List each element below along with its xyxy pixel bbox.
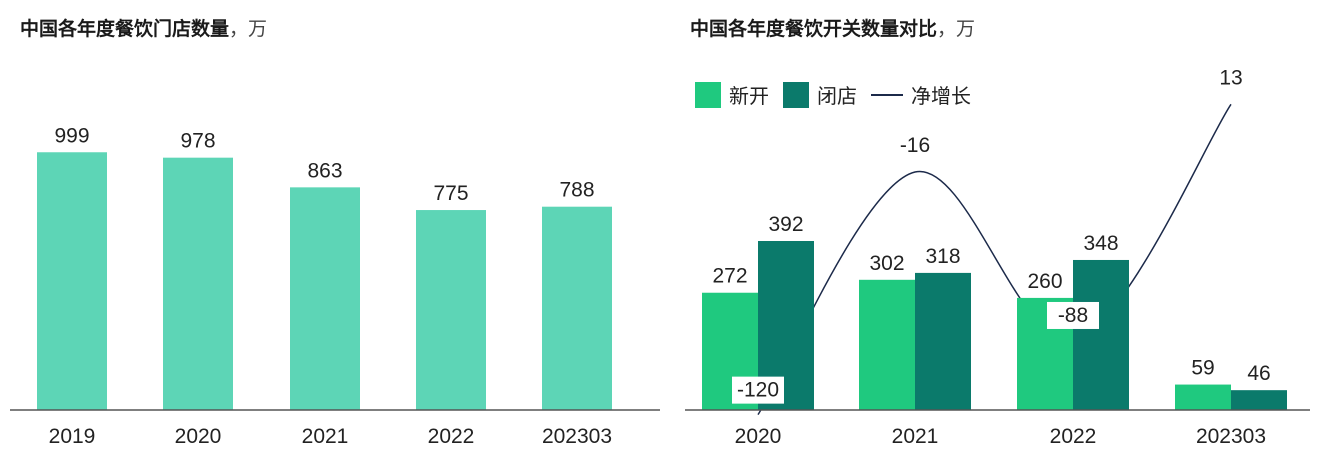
- legend-label-closed: 闭店: [817, 84, 857, 108]
- bar-closed-2021: [915, 272, 971, 410]
- x-tick-2020: 2020: [175, 425, 222, 448]
- data-label-2019: 999: [54, 124, 89, 147]
- bar-closed-2022: [1073, 259, 1129, 410]
- net-growth-line: [757, 103, 1232, 416]
- data-label-closed-202303: 46: [1247, 362, 1270, 385]
- bar-202303: [542, 206, 612, 410]
- net-growth-label-2020: -120: [737, 379, 779, 402]
- right-title-unit: ，万: [937, 18, 976, 40]
- x-tick-2022: 2022: [428, 425, 475, 448]
- net-growth-label-2021: -16: [900, 134, 930, 157]
- bar-new-202303: [1175, 384, 1231, 410]
- data-label-new-202303: 59: [1191, 357, 1214, 380]
- data-label-new-2022: 260: [1027, 270, 1062, 293]
- bar-2020: [163, 157, 233, 410]
- net-label-bg-2020: [732, 376, 784, 404]
- x-tick-2022: 2022: [1050, 425, 1097, 448]
- legend-item-closed: 闭店: [783, 80, 857, 109]
- x-tick-202303: 202303: [542, 425, 612, 448]
- legend-swatch-closed: [783, 81, 809, 108]
- right-chart-title: 中国各年度餐饮开关数量对比，万: [690, 14, 975, 41]
- x-tick-2021: 2021: [302, 425, 349, 448]
- bar-new-2021: [859, 279, 915, 410]
- net-growth-label-2022: -88: [1058, 304, 1088, 327]
- data-label-closed-2020: 392: [768, 213, 803, 236]
- legend-label-new: 新开: [729, 84, 769, 108]
- data-label-2022: 775: [433, 182, 468, 205]
- net-label-bg-2022: [1047, 301, 1099, 329]
- left-title-text: 中国各年度餐饮门店数量: [20, 18, 230, 40]
- data-label-new-2020: 272: [712, 265, 747, 288]
- left-chart-title: 中国各年度餐饮门店数量，万: [20, 14, 267, 41]
- x-tick-2021: 2021: [892, 425, 939, 448]
- data-label-closed-2021: 318: [925, 245, 960, 268]
- left-title-unit: ，万: [229, 18, 268, 40]
- data-label-2021: 863: [307, 159, 342, 182]
- data-label-2020: 978: [180, 130, 215, 153]
- right-chart-legend: 新开 闭店 净增长: [695, 80, 985, 109]
- legend-item-net: 净增长: [871, 80, 971, 109]
- bar-2019: [37, 152, 107, 410]
- bar-2022: [416, 210, 486, 410]
- x-tick-2020: 2020: [735, 425, 782, 448]
- x-tick-2019: 2019: [49, 425, 96, 448]
- right-title-text: 中国各年度餐饮开关数量对比: [690, 18, 938, 40]
- bar-closed-202303: [1231, 390, 1287, 410]
- data-label-closed-2022: 348: [1083, 232, 1118, 255]
- data-label-new-2021: 302: [869, 252, 904, 275]
- legend-line-net: [871, 93, 903, 96]
- x-tick-202303: 202303: [1196, 425, 1266, 448]
- bar-2021: [290, 187, 360, 410]
- legend-label-net: 净增长: [911, 84, 971, 108]
- legend-item-new: 新开: [695, 80, 769, 109]
- legend-swatch-new: [695, 81, 721, 108]
- data-label-202303: 788: [559, 179, 594, 202]
- net-growth-label-202303: 13: [1219, 66, 1242, 89]
